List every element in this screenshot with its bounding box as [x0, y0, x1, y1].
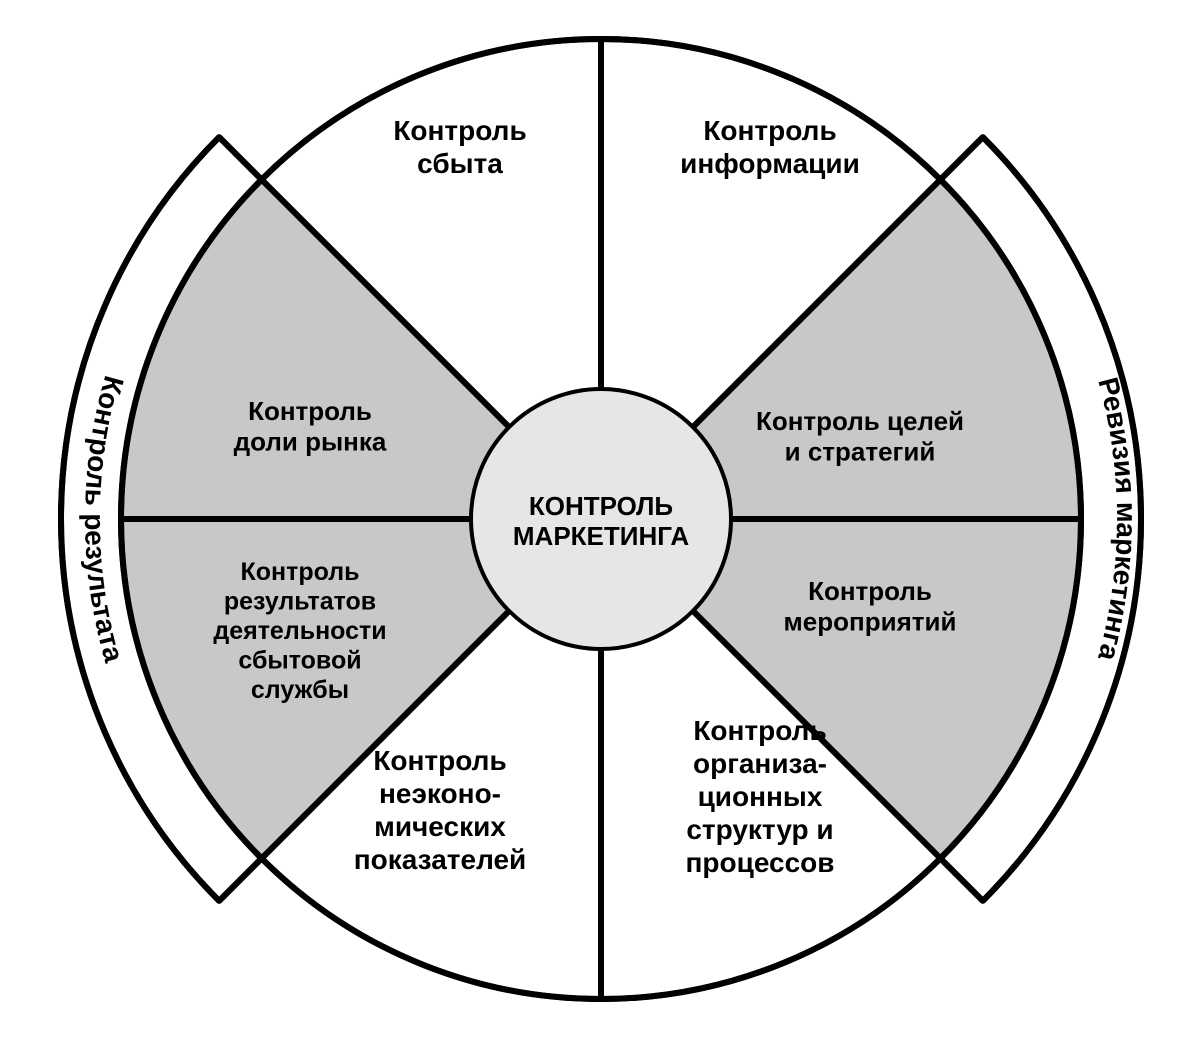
marketing-control-diagram: КонтрольсбытаКонтрольинформацииКонтроль …: [0, 0, 1202, 1038]
sector-label-right-lower: Контрольмероприятий: [784, 576, 957, 637]
sector-label-right-upper: Контроль целейи стратегий: [756, 406, 964, 467]
sector-label-bottom-right: Контрольорганиза-ционныхструктур ипроцес…: [686, 715, 835, 878]
center-label: КОНТРОЛЬМАРКЕТИНГА: [513, 491, 689, 551]
sector-label-left-upper: Контрольдоли рынка: [234, 396, 387, 457]
